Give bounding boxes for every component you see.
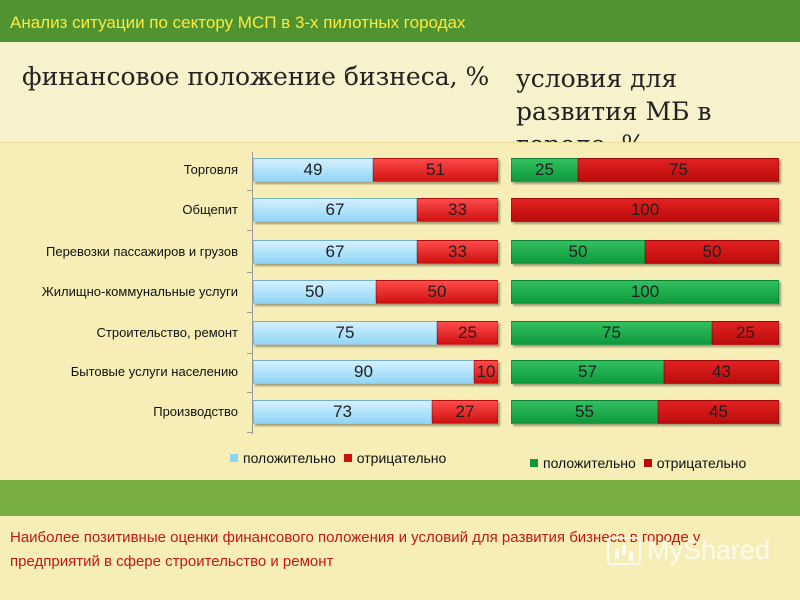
right-chart-bar-positive: 57: [511, 360, 664, 384]
legend-swatch-positive: [230, 454, 238, 462]
right-chart-bar-positive: 50: [511, 240, 645, 264]
right-chart-legend: положительно отрицательно: [530, 455, 754, 471]
category-label: Бытовые услуги населению: [70, 364, 238, 379]
right-chart-bar-positive: 100: [511, 280, 779, 304]
category-label: Строительство, ремонт: [96, 325, 238, 340]
legend-item-positive-right: положительно: [530, 455, 636, 471]
left-chart-bar-positive: 49: [253, 158, 373, 182]
right-chart-bar-negative: 43: [664, 360, 779, 384]
legend-label-negative-right: отрицательно: [656, 455, 747, 471]
watermark: MyShared: [607, 535, 770, 566]
category-label: Перевозки пассажиров и грузов: [46, 244, 238, 259]
left-chart-bar-positive: 75: [253, 321, 437, 345]
left-chart-bar-negative: 50: [376, 280, 498, 304]
axis-tick: [247, 190, 252, 191]
axis-tick: [247, 312, 252, 313]
right-chart-bar-positive: 75: [511, 321, 712, 345]
category-label: Общепит: [182, 202, 238, 217]
right-chart-bar-positive: 55: [511, 400, 658, 424]
presentation-icon: [607, 536, 641, 565]
right-chart-bar-negative: 25: [712, 321, 779, 345]
chart-area: [0, 142, 800, 480]
left-chart-bar-negative: 33: [417, 198, 498, 222]
category-label: Жилищно-коммунальные услуги: [41, 284, 238, 299]
legend-item-positive: положительно: [230, 450, 336, 466]
page-title: Анализ ситуации по сектору МСП в 3-х пил…: [10, 13, 466, 32]
left-chart-axis: [252, 152, 253, 434]
legend-label-negative: отрицательно: [356, 450, 447, 466]
right-chart-bar-negative: 75: [578, 158, 779, 182]
right-chart-bar-positive: 25: [511, 158, 578, 182]
axis-tick: [247, 353, 252, 354]
axis-tick: [247, 392, 252, 393]
category-label: Торговля: [183, 162, 238, 177]
left-chart-bar-positive: 90: [253, 360, 474, 384]
left-chart-bar-positive: 50: [253, 280, 376, 304]
left-chart-bar-negative: 51: [373, 158, 498, 182]
legend-label-positive-right: положительно: [543, 455, 636, 471]
conclusion-note: Наиболее позитивные оценки финансового п…: [10, 529, 701, 570]
right-chart-bar-negative: 45: [658, 400, 779, 424]
axis-tick: [247, 432, 252, 433]
axis-tick: [247, 272, 252, 273]
header-band: [0, 0, 800, 42]
category-label: Производство: [153, 404, 238, 419]
left-chart-bar-positive: 67: [253, 198, 417, 222]
left-chart-bar-positive: 67: [253, 240, 417, 264]
axis-tick: [247, 230, 252, 231]
legend-item-negative-right: отрицательно: [643, 455, 747, 471]
watermark-text: MyShared: [647, 535, 771, 565]
legend-swatch-positive-right: [530, 459, 538, 467]
left-chart-bar-negative: 25: [437, 321, 498, 345]
legend-label-positive: положительно: [243, 450, 336, 466]
right-chart-bar-negative: 50: [645, 240, 779, 264]
legend-swatch-negative-right: [643, 459, 652, 467]
left-chart-bar-negative: 27: [432, 400, 498, 424]
left-chart-title: финансовое положение бизнеса, %: [22, 62, 490, 91]
right-chart-bar-negative: 100: [511, 198, 779, 222]
left-chart-legend: положительно отрицательно: [230, 450, 454, 466]
left-chart-bar-negative: 33: [417, 240, 498, 264]
legend-item-negative: отрицательно: [343, 450, 447, 466]
left-chart-bar-negative: 10: [474, 360, 498, 384]
left-chart-bar-positive: 73: [253, 400, 432, 424]
note-panel: [0, 516, 800, 600]
legend-swatch-negative: [343, 454, 352, 462]
